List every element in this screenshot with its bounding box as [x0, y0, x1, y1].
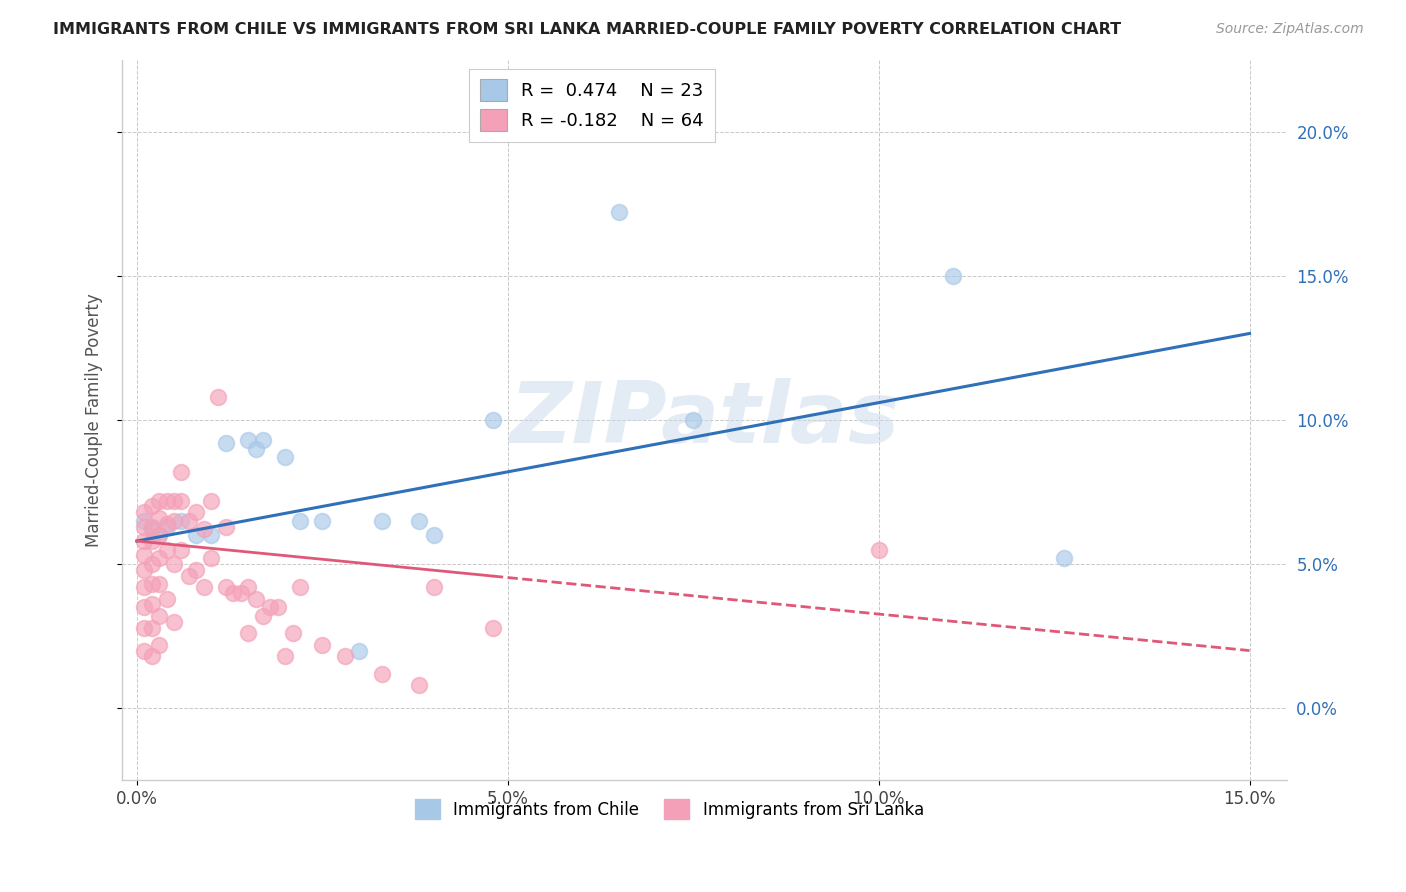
Point: [682, 413, 704, 427]
Point: [252, 609, 274, 624]
Point: [186, 563, 208, 577]
Point: [193, 523, 215, 537]
Point: [207, 390, 229, 404]
Point: [148, 609, 170, 624]
Point: [141, 649, 163, 664]
Point: [155, 516, 177, 531]
Point: [134, 600, 156, 615]
Point: [229, 586, 252, 600]
Point: [177, 514, 200, 528]
Point: [267, 600, 290, 615]
Point: [134, 580, 156, 594]
Point: [236, 626, 259, 640]
Point: [215, 436, 238, 450]
Point: [370, 514, 392, 528]
Point: [148, 511, 170, 525]
Point: [252, 433, 274, 447]
Point: [245, 442, 267, 456]
Point: [177, 568, 200, 582]
Point: [148, 551, 170, 566]
Point: [141, 523, 163, 537]
Point: [311, 514, 333, 528]
Point: [148, 493, 170, 508]
Point: [141, 519, 163, 533]
Legend: Immigrants from Chile, Immigrants from Sri Lanka: Immigrants from Chile, Immigrants from S…: [408, 792, 931, 826]
Point: [134, 620, 156, 634]
Point: [134, 549, 156, 563]
Point: [134, 514, 156, 528]
Point: [148, 638, 170, 652]
Point: [200, 493, 222, 508]
Point: [333, 649, 356, 664]
Point: [200, 551, 222, 566]
Point: [148, 528, 170, 542]
Point: [274, 450, 297, 465]
Point: [141, 620, 163, 634]
Point: [422, 580, 444, 594]
Point: [274, 649, 297, 664]
Point: [141, 557, 163, 571]
Point: [281, 626, 304, 640]
Point: [155, 591, 177, 606]
Point: [942, 268, 965, 283]
Point: [193, 580, 215, 594]
Point: [163, 493, 186, 508]
Point: [134, 505, 156, 519]
Point: [1053, 551, 1076, 566]
Point: [141, 500, 163, 514]
Point: [163, 557, 186, 571]
Point: [170, 542, 193, 557]
Point: [408, 678, 430, 692]
Point: [163, 615, 186, 629]
Point: [408, 514, 430, 528]
Point: [170, 465, 193, 479]
Point: [868, 542, 890, 557]
Point: [288, 580, 311, 594]
Point: [482, 620, 505, 634]
Point: [148, 528, 170, 542]
Text: ZIPatlas: ZIPatlas: [509, 378, 900, 461]
Point: [186, 505, 208, 519]
Point: [163, 514, 186, 528]
Point: [134, 643, 156, 657]
Point: [482, 413, 505, 427]
Y-axis label: Married-Couple Family Poverty: Married-Couple Family Poverty: [86, 293, 103, 547]
Point: [200, 528, 222, 542]
Point: [141, 534, 163, 549]
Point: [236, 580, 259, 594]
Point: [155, 493, 177, 508]
Point: [222, 586, 245, 600]
Point: [155, 519, 177, 533]
Point: [170, 514, 193, 528]
Point: [215, 580, 238, 594]
Text: Source: ZipAtlas.com: Source: ZipAtlas.com: [1216, 22, 1364, 37]
Point: [170, 493, 193, 508]
Point: [259, 600, 281, 615]
Point: [236, 433, 259, 447]
Point: [607, 205, 630, 219]
Text: IMMIGRANTS FROM CHILE VS IMMIGRANTS FROM SRI LANKA MARRIED-COUPLE FAMILY POVERTY: IMMIGRANTS FROM CHILE VS IMMIGRANTS FROM…: [53, 22, 1122, 37]
Point: [141, 577, 163, 591]
Point: [148, 577, 170, 591]
Point: [349, 643, 371, 657]
Point: [186, 528, 208, 542]
Point: [155, 542, 177, 557]
Point: [422, 528, 444, 542]
Point: [134, 563, 156, 577]
Point: [370, 666, 392, 681]
Point: [245, 591, 267, 606]
Point: [134, 519, 156, 533]
Point: [134, 534, 156, 549]
Point: [311, 638, 333, 652]
Point: [215, 519, 238, 533]
Point: [141, 598, 163, 612]
Point: [288, 514, 311, 528]
